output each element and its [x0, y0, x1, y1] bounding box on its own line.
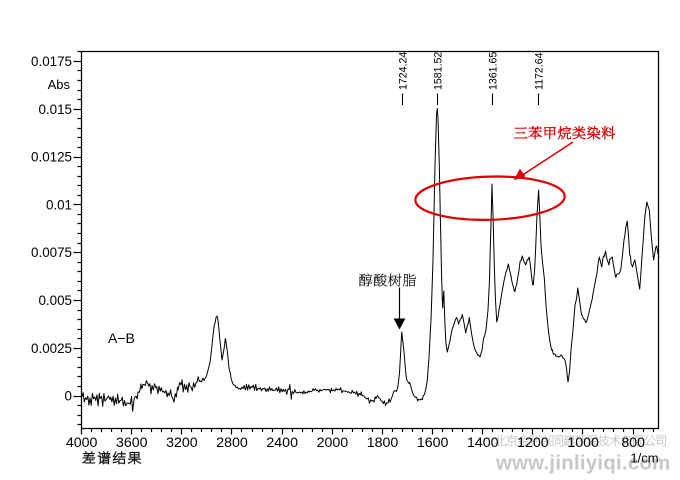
svg-text:1400: 1400 — [467, 435, 499, 451]
svg-text:0.0125: 0.0125 — [31, 150, 72, 165]
svg-text:0.015: 0.015 — [38, 102, 72, 117]
svg-text:4000: 4000 — [66, 435, 98, 451]
svg-text:www.jinliyiqi.com: www.jinliyiqi.com — [495, 452, 671, 474]
svg-text:1581.52: 1581.52 — [433, 52, 445, 90]
svg-text:0.005: 0.005 — [38, 293, 72, 308]
svg-text:1000: 1000 — [567, 435, 599, 451]
svg-text:2400: 2400 — [266, 435, 298, 451]
svg-text:3600: 3600 — [116, 435, 148, 451]
svg-text:1724.24: 1724.24 — [398, 52, 410, 90]
svg-text:2000: 2000 — [317, 435, 349, 451]
svg-text:Abs: Abs — [48, 77, 71, 92]
svg-text:0.0025: 0.0025 — [31, 341, 72, 356]
svg-text:0.01: 0.01 — [46, 197, 72, 212]
svg-text:1600: 1600 — [417, 435, 449, 451]
svg-text:1361.65: 1361.65 — [488, 52, 500, 90]
svg-text:A−B: A−B — [108, 330, 135, 346]
svg-text:1200: 1200 — [517, 435, 549, 451]
svg-text:0: 0 — [65, 389, 72, 404]
svg-text:0.0175: 0.0175 — [31, 54, 72, 69]
svg-text:1/cm: 1/cm — [630, 450, 658, 465]
svg-text:2800: 2800 — [216, 435, 248, 451]
svg-text:1800: 1800 — [367, 435, 399, 451]
svg-text:800: 800 — [621, 435, 645, 451]
svg-text:3200: 3200 — [166, 435, 198, 451]
svg-text:1172.64: 1172.64 — [534, 52, 546, 90]
svg-text:0.0075: 0.0075 — [31, 245, 72, 260]
